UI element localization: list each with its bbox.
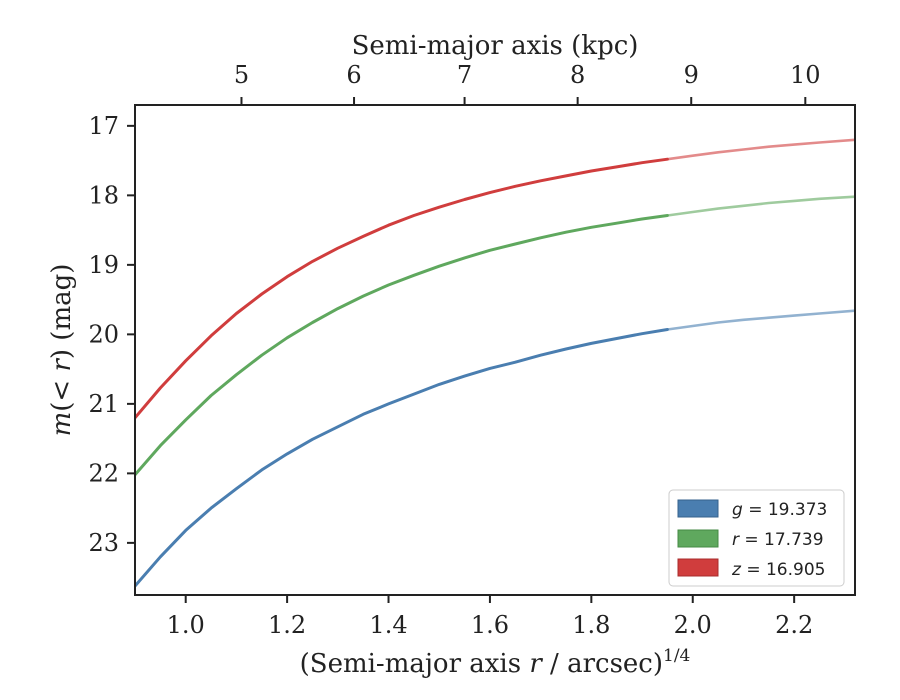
top-axis-title: Semi-major axis (kpc) [352, 31, 639, 61]
x-tick-label: 1.0 [167, 611, 205, 639]
series-line-g [135, 328, 669, 588]
x-tick-label: 1.4 [369, 611, 407, 639]
series-line-z-extension [667, 138, 855, 161]
legend-swatch-r [677, 529, 719, 548]
x-tick-label: 1.8 [572, 611, 610, 639]
y-tick-label: 18 [88, 181, 119, 209]
legend-label-r: r = 17.739 [732, 530, 824, 550]
x-tick-label: 2.0 [674, 611, 712, 639]
legend-label-g: g = 19.373 [732, 500, 827, 520]
legend-swatch-z [677, 558, 719, 577]
y-tick-label: 19 [88, 251, 119, 279]
plot-frame [134, 104, 856, 596]
legend-item: r = 17.739 [677, 529, 824, 550]
x-tick-label: 1.2 [268, 611, 306, 639]
series-line-r [135, 214, 669, 477]
legend-swatch-g [677, 499, 719, 518]
top-tick-label: 10 [790, 61, 821, 89]
series-line-r-extension [667, 195, 855, 217]
x-tick-label: 2.2 [775, 611, 813, 639]
series-line-g-extension [667, 309, 855, 331]
x-axis-title: (Semi-major axis r / arcsec)1/4 [300, 646, 691, 679]
legend-label-z: z = 16.905 [731, 560, 825, 580]
axes: 1.0 1.2 1.4 1.6 1.8 2.0 2.2 5 6 7 8 9 10 17 18 19 20 21 22… [88, 61, 856, 639]
legend: g = 19.373 r = 17.739 z = 16.905 [668, 489, 845, 587]
top-tick-label: 5 [234, 61, 249, 89]
y-tick-label: 20 [88, 320, 119, 348]
y-tick-label: 23 [88, 529, 119, 557]
y-axis-title: m(< r) (mag) [47, 264, 77, 437]
legend-item: z = 16.905 [677, 558, 825, 580]
top-tick-label: 8 [570, 61, 585, 89]
y-tick-label: 22 [88, 459, 119, 487]
y-tick-label: 21 [88, 390, 119, 418]
top-tick-label: 7 [457, 61, 472, 89]
legend-item: g = 19.373 [677, 499, 827, 520]
top-tick-label: 6 [346, 61, 361, 89]
plot-area [135, 138, 855, 588]
x-tick-label: 1.6 [471, 611, 509, 639]
y-tick-label: 17 [88, 112, 119, 140]
top-tick-label: 9 [684, 61, 699, 89]
series-line-z [135, 157, 669, 420]
